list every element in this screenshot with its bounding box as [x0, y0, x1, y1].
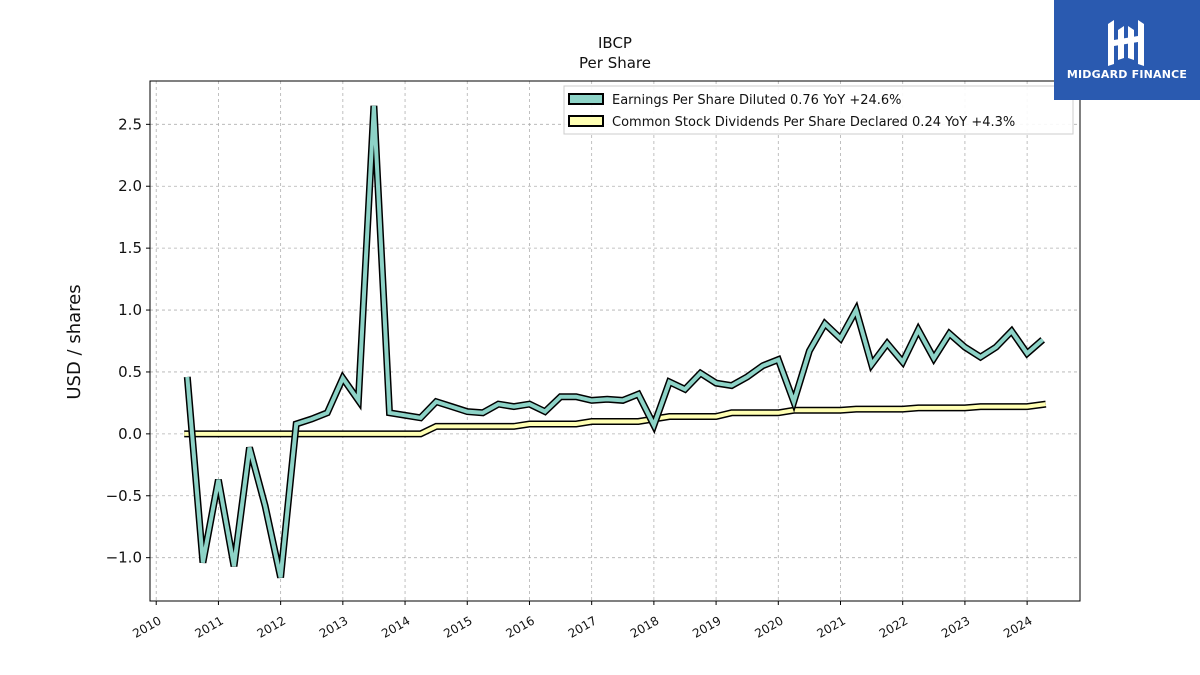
x-tick-label: 2020 — [752, 613, 785, 640]
legend-box — [563, 85, 1074, 135]
midgard-finance-logo: MIDGARD FINANCE — [1054, 0, 1200, 100]
y-tick-label: 0.0 — [118, 425, 142, 443]
x-tick-label: 2010 — [130, 613, 163, 640]
x-tick-label: 2021 — [815, 613, 848, 640]
midgard-logo-icon — [1108, 20, 1144, 66]
x-tick-label: 2016 — [504, 613, 537, 640]
x-tick-label: 2022 — [877, 613, 910, 640]
chart-subtitle: Per Share — [579, 54, 651, 72]
x-tick-label: 2015 — [441, 613, 474, 640]
y-tick-label: 2.5 — [118, 115, 142, 133]
y-tick-label: 0.5 — [118, 363, 142, 381]
y-axis-ticks: −1.0 −0.5 0.0 0.5 1.0 1.5 2.0 2.5 — [106, 115, 150, 567]
series-line-eps — [183, 105, 1045, 579]
x-tick-label: 2023 — [939, 613, 972, 640]
series-layer — [183, 105, 1047, 579]
legend: Earnings Per Share Diluted 0.76 YoY +24.… — [563, 85, 1074, 135]
legend-entry-dividends: Common Stock Dividends Per Share Declare… — [612, 115, 1015, 130]
x-tick-label: 2024 — [1001, 613, 1034, 640]
legend-swatch-dividends — [568, 115, 604, 127]
y-tick-label: −0.5 — [106, 487, 142, 505]
x-tick-label: 2017 — [566, 613, 599, 640]
x-tick-label: 2014 — [379, 613, 412, 640]
series-line-eps-fill — [185, 105, 1045, 578]
y-tick-label: −1.0 — [106, 549, 142, 567]
x-tick-label: 2013 — [317, 613, 350, 640]
legend-swatch-eps — [568, 93, 604, 105]
plot-frame — [149, 80, 1081, 602]
series-line-dividends-fill — [184, 402, 1047, 436]
brand-name: MIDGARD FINANCE — [1066, 68, 1188, 81]
y-tick-label: 1.0 — [118, 301, 142, 319]
x-tick-label: 2018 — [628, 613, 661, 640]
x-tick-label: 2012 — [255, 613, 288, 640]
chart-title: IBCP — [598, 34, 632, 52]
x-tick-label: 2011 — [192, 613, 225, 640]
x-tick-label: 2019 — [690, 613, 723, 640]
y-tick-label: 2.0 — [118, 177, 142, 195]
x-axis-ticks: 2010 2011 2012 2013 2014 2015 2016 2017 2018 2019… — [130, 601, 1035, 641]
y-axis-label: USD / shares — [64, 284, 85, 399]
y-tick-label: 1.5 — [118, 239, 142, 257]
series-line-dividends — [184, 400, 1047, 438]
legend-entry-eps: Earnings Per Share Diluted 0.76 YoY +24.… — [612, 93, 902, 108]
